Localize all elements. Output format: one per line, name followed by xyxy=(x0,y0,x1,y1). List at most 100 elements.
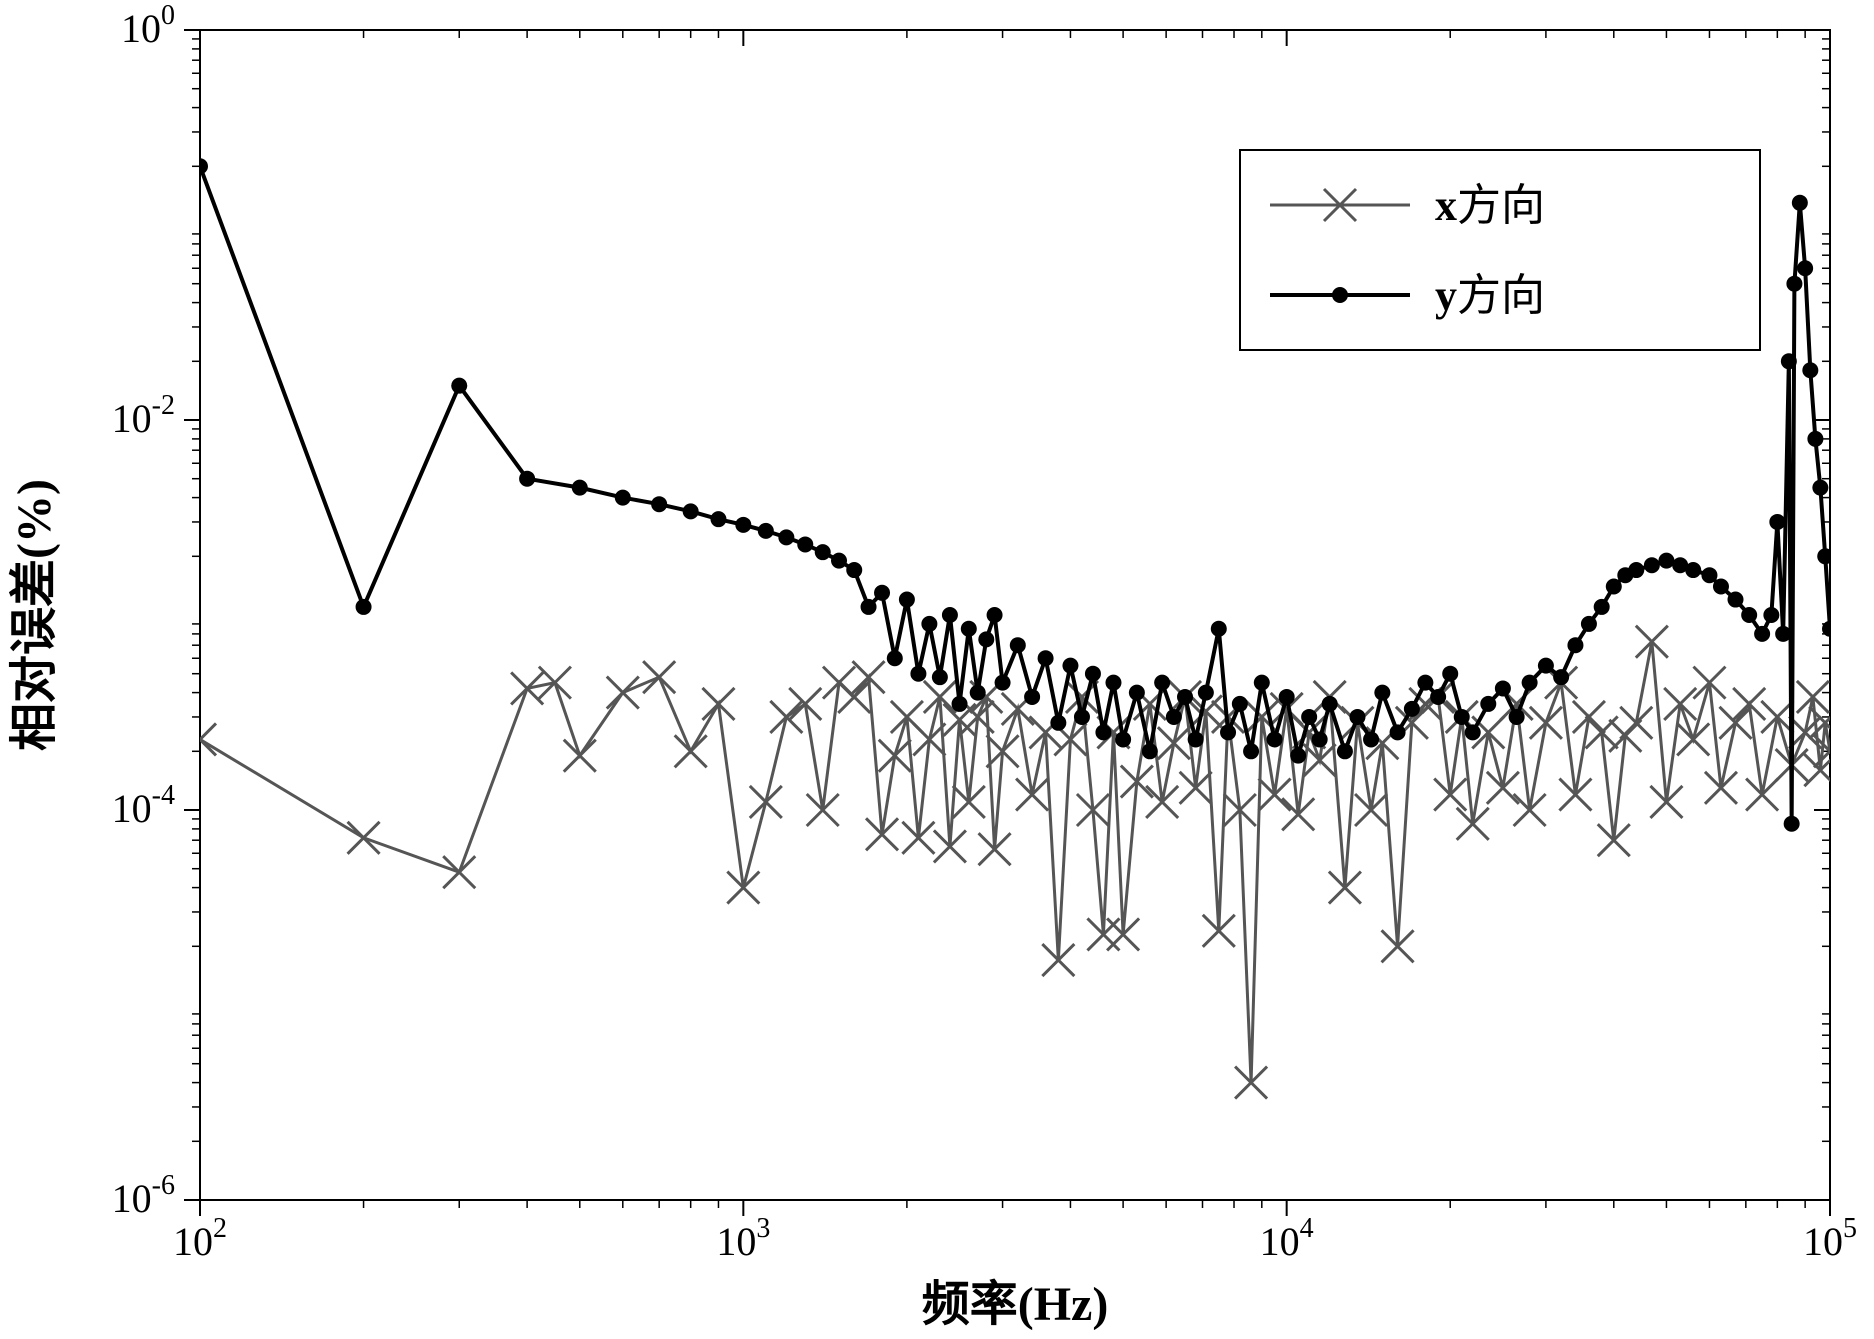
marker-dot-y xyxy=(1279,689,1295,705)
marker-dot-y xyxy=(1701,567,1717,583)
marker-dot-y xyxy=(1154,675,1170,691)
chart-svg: 10210310410510-610-410-2100频率(Hz)相对误差(%)… xyxy=(0,0,1874,1339)
ytick-label: 10-6 xyxy=(112,1170,175,1221)
marker-dot-y xyxy=(1085,666,1101,682)
marker-dot-y xyxy=(1290,748,1306,764)
marker-dot-y xyxy=(1010,637,1026,653)
marker-dot-y xyxy=(1442,666,1458,682)
marker-dot-y xyxy=(1792,195,1808,211)
marker-dot-y xyxy=(1105,675,1121,691)
marker-dot-y xyxy=(1129,685,1145,701)
marker-dot-y xyxy=(942,607,958,623)
marker-dot-y xyxy=(1581,616,1597,632)
marker-dot-y xyxy=(1728,592,1744,608)
marker-dot-y xyxy=(1220,724,1236,740)
marker-dot-y xyxy=(1822,621,1838,637)
marker-dot-y xyxy=(1322,696,1338,712)
marker-dot-y xyxy=(710,511,726,527)
marker-dot-y xyxy=(1062,658,1078,674)
marker-dot-y xyxy=(1095,724,1111,740)
marker-dot-y xyxy=(1301,709,1317,725)
marker-dot-y xyxy=(1254,675,1270,691)
marker-dot-y xyxy=(1050,715,1066,731)
marker-dot-y xyxy=(1038,650,1054,666)
marker-dot-y xyxy=(356,599,372,615)
marker-dot-y xyxy=(758,523,774,539)
x-axis-title: 频率(Hz) xyxy=(922,1278,1109,1331)
xtick-label: 105 xyxy=(1803,1213,1857,1264)
marker-dot-y xyxy=(815,544,831,560)
marker-dot-y xyxy=(1538,658,1554,674)
marker-dot-y xyxy=(1522,675,1538,691)
marker-dot-y xyxy=(1349,709,1365,725)
marker-dot-y xyxy=(1177,689,1193,705)
marker-dot-y xyxy=(1198,685,1214,701)
marker-dot-y xyxy=(1802,362,1818,378)
ytick-label: 10-4 xyxy=(112,780,175,831)
marker-dot-y xyxy=(874,585,890,601)
marker-dot-y xyxy=(1465,724,1481,740)
marker-dot-y xyxy=(987,607,1003,623)
marker-dot-y xyxy=(1685,562,1701,578)
marker-dot-y xyxy=(615,490,631,506)
marker-dot-y xyxy=(831,553,847,569)
marker-dot-y xyxy=(970,685,986,701)
marker-dot-y xyxy=(1797,260,1813,276)
marker-dot-y xyxy=(1267,731,1283,747)
marker-dot-y xyxy=(921,616,937,632)
marker-dot-y xyxy=(1754,626,1770,642)
marker-dot-y xyxy=(846,562,862,578)
marker-dot-y xyxy=(778,529,794,545)
marker-dot-y xyxy=(1644,557,1660,573)
marker-dot-y xyxy=(1812,480,1828,496)
y-axis-title: 相对误差(%) xyxy=(8,479,61,751)
marker-dot-y xyxy=(1430,689,1446,705)
marker-dot-y xyxy=(797,536,813,552)
marker-dot-y xyxy=(961,621,977,637)
marker-dot-y-legend xyxy=(1332,287,1348,303)
marker-dot-y xyxy=(735,517,751,533)
marker-dot-y xyxy=(1784,816,1800,832)
marker-dot-y xyxy=(1658,553,1674,569)
marker-dot-y xyxy=(1142,743,1158,759)
marker-dot-y xyxy=(1628,562,1644,578)
series-x xyxy=(184,626,1846,1099)
marker-dot-y xyxy=(1312,731,1328,747)
marker-dot-y xyxy=(1417,675,1433,691)
marker-dot-y xyxy=(1775,626,1791,642)
marker-dot-y xyxy=(1807,431,1823,447)
marker-dot-y xyxy=(1781,353,1797,369)
marker-dot-y xyxy=(861,599,877,615)
marker-dot-y xyxy=(899,592,915,608)
marker-dot-y xyxy=(1363,731,1379,747)
marker-dot-y xyxy=(1769,514,1785,530)
marker-dot-y xyxy=(1243,743,1259,759)
marker-dot-y xyxy=(1211,621,1227,637)
marker-dot-y xyxy=(1786,276,1802,292)
marker-dot-y xyxy=(1454,709,1470,725)
chart-container: 10210310410510-610-410-2100频率(Hz)相对误差(%)… xyxy=(0,0,1874,1339)
marker-dot-y xyxy=(1188,731,1204,747)
marker-dot-y xyxy=(1115,731,1131,747)
xtick-label: 102 xyxy=(173,1213,227,1264)
marker-dot-y xyxy=(995,675,1011,691)
marker-dot-y xyxy=(1166,709,1182,725)
marker-dot-y xyxy=(1594,599,1610,615)
legend: x方向 y方向 xyxy=(1240,150,1760,350)
marker-dot-y xyxy=(572,480,588,496)
legend-box xyxy=(1240,150,1760,350)
marker-dot-y xyxy=(910,666,926,682)
marker-dot-y xyxy=(1404,701,1420,717)
legend-label: y方向 xyxy=(1435,271,1545,320)
legend-label: x方向 xyxy=(1435,181,1545,230)
marker-dot-y xyxy=(519,471,535,487)
marker-dot-y xyxy=(1495,680,1511,696)
marker-dot-y xyxy=(1232,696,1248,712)
marker-dot-y xyxy=(1480,696,1496,712)
marker-dot-y xyxy=(1763,607,1779,623)
marker-dot-y xyxy=(1713,579,1729,595)
marker-dot-y xyxy=(451,378,467,394)
marker-dot-y xyxy=(1337,743,1353,759)
marker-dot-y xyxy=(952,696,968,712)
marker-dot-y xyxy=(1074,709,1090,725)
